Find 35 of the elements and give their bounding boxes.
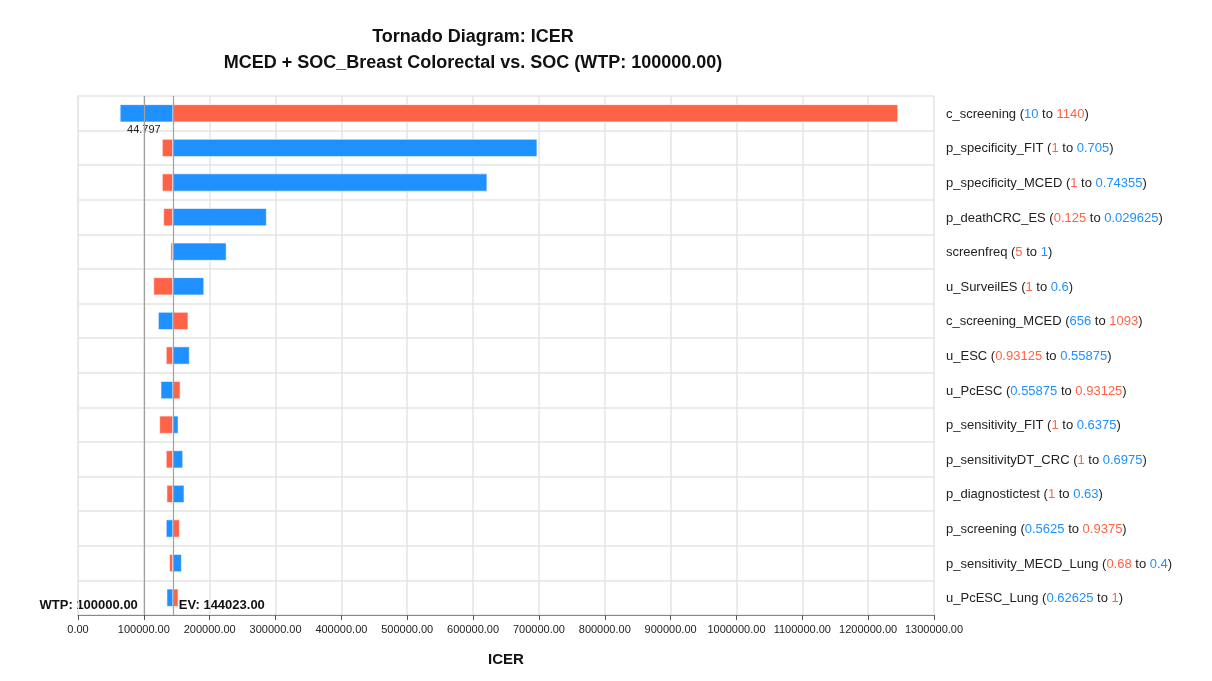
y-tick-label: screenfreq (5 to 1) xyxy=(946,244,1053,260)
x-tick-label: 0.00 xyxy=(67,622,89,635)
y-tick-label: c_screening (10 to 1140) xyxy=(946,105,1089,121)
y-tick-label: u_PcESC_Lung (0.62625 to 1) xyxy=(946,590,1124,606)
x-tick-label: 700000.00 xyxy=(512,622,565,635)
chart-subtitle: MCED + SOC_Breast Colorectal vs. SOC (WTP: 100000.00) xyxy=(223,52,723,72)
y-tick-label: c_screening_MCED (656 to 1093) xyxy=(946,313,1143,329)
chart-title: Tornado Diagram: ICER xyxy=(372,26,574,46)
x-tick-label: 900000.00 xyxy=(644,622,697,635)
ref-line-label: EV: 144023.00 xyxy=(178,597,265,612)
x-tick-label: 200000.00 xyxy=(183,622,236,635)
y-tick-label: u_SurveilES (1 to 0.6) xyxy=(946,278,1074,294)
y-tick-label: p_sensitivityDT_CRC (1 to 0.6975) xyxy=(946,451,1147,467)
x-tick-label: 1100000.00 xyxy=(773,622,831,635)
ref-line-label: WTP: 100000.00 xyxy=(39,597,138,612)
y-tick-label: u_PcESC (0.55875 to 0.93125) xyxy=(946,382,1127,398)
y-tick-label: p_sensitivity_MECD_Lung (0.68 to 0.4) xyxy=(946,555,1173,571)
x-tick-label: 600000.00 xyxy=(447,622,500,635)
x-tick-label: 300000.00 xyxy=(249,622,302,635)
x-tick-label: 1200000.00 xyxy=(839,622,898,635)
y-tick-label: p_diagnostictest (1 to 0.63) xyxy=(946,486,1103,502)
x-tick-label: 1300000.00 xyxy=(904,622,964,635)
x-tick-label: 800000.00 xyxy=(578,622,631,635)
x-tick-label: 500000.00 xyxy=(381,622,434,635)
y-tick-label: p_deathCRC_ES (0.125 to 0.029625) xyxy=(946,209,1163,225)
annotation: 44.797 xyxy=(127,123,161,136)
y-tick-label: p_specificity_FIT (1 to 0.705) xyxy=(946,140,1114,156)
x-tick-label: 400000.00 xyxy=(315,622,368,635)
x-axis-title: ICER xyxy=(488,650,525,667)
y-tick-label: p_sensitivity_FIT (1 to 0.6375) xyxy=(946,417,1121,433)
y-tick-label: p_screening (0.5625 to 0.9375) xyxy=(946,521,1127,536)
y-tick-label: u_ESC (0.93125 to 0.55875) xyxy=(946,348,1112,363)
y-tick-label: p_specificity_MCED (1 to 0.74355) xyxy=(946,175,1147,190)
x-tick-label: 100000.00 xyxy=(117,622,170,635)
x-tick-label: 1000000.00 xyxy=(707,622,766,635)
